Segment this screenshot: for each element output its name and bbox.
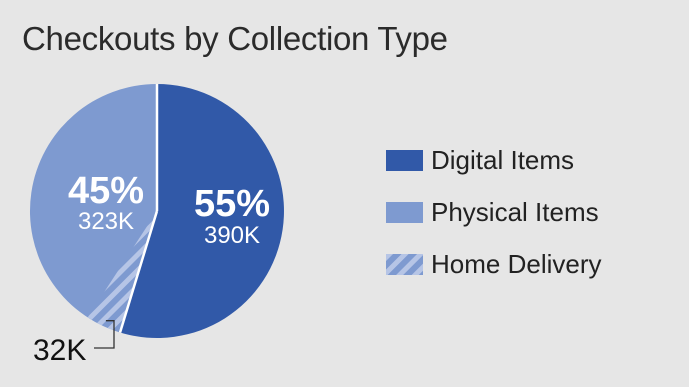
- chart-title: Checkouts by Collection Type: [22, 20, 448, 57]
- legend-item-digital: Digital Items: [386, 145, 602, 175]
- legend-swatch-digital: [386, 150, 423, 171]
- slice-value-label-physical: 323K: [78, 208, 134, 235]
- legend-label-home-delivery: Home Delivery: [431, 249, 602, 279]
- legend-item-home-delivery: Home Delivery: [386, 249, 602, 279]
- legend-swatch-physical: [386, 202, 423, 223]
- slice-value-label-digital: 390K: [204, 222, 260, 249]
- home-delivery-value-label: 32K: [33, 334, 86, 367]
- legend-item-physical: Physical Items: [386, 197, 602, 227]
- pie-separator: [118, 210, 159, 333]
- legend-label-digital: Digital Items: [431, 145, 575, 175]
- slice-percent-label-digital: 55%: [194, 183, 270, 225]
- slice-percent-label-physical: 45%: [68, 170, 144, 212]
- home-delivery-callout-line: [94, 320, 115, 349]
- legend: Digital Items Physical Items Home Delive…: [386, 145, 602, 303]
- pie-slice-digital: [120, 84, 284, 338]
- pie-slice-home-delivery: [87, 211, 157, 333]
- legend-label-physical: Physical Items: [431, 197, 599, 227]
- legend-swatch-home-delivery: [386, 254, 423, 275]
